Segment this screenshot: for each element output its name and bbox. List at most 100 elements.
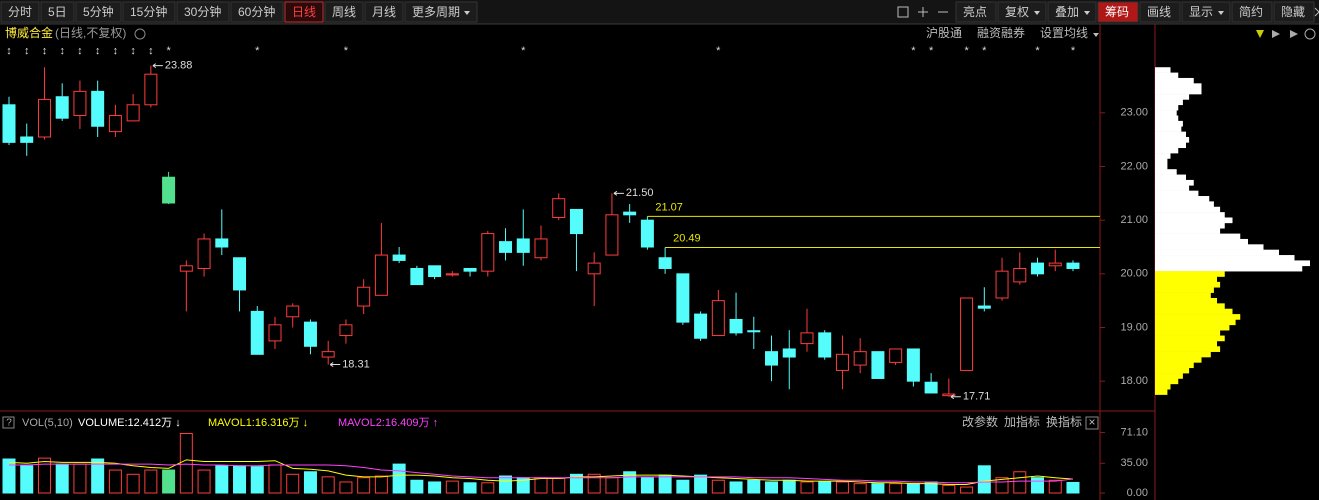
tool-label[interactable]: 画线 bbox=[1147, 5, 1171, 19]
volume-bar bbox=[374, 475, 388, 494]
volume-bar bbox=[162, 469, 176, 494]
period-button[interactable] bbox=[122, 1, 176, 23]
period-label[interactable]: 5日 bbox=[48, 5, 67, 19]
chip-bar bbox=[1155, 222, 1225, 229]
candle-body bbox=[126, 104, 140, 122]
help-label[interactable]: ? bbox=[6, 418, 12, 429]
period-button[interactable] bbox=[324, 1, 364, 23]
chip-bar bbox=[1155, 287, 1214, 293]
indicator-button[interactable]: 加指标 bbox=[1004, 414, 1040, 429]
event-marker[interactable]: * bbox=[344, 45, 349, 57]
chip-bar bbox=[1155, 190, 1199, 197]
candle-body bbox=[818, 332, 832, 358]
header-link[interactable]: 融资融券 bbox=[977, 25, 1025, 40]
volume-bar bbox=[818, 481, 832, 494]
settings-icon[interactable] bbox=[1304, 28, 1316, 40]
candle-body bbox=[587, 262, 601, 275]
period-button[interactable] bbox=[40, 1, 75, 23]
volume-bar bbox=[410, 479, 424, 494]
period-label[interactable]: 周线 bbox=[332, 5, 356, 19]
tool-label[interactable]: 叠加 bbox=[1055, 5, 1079, 19]
period-button[interactable] bbox=[230, 1, 284, 23]
tool-button[interactable] bbox=[955, 1, 997, 23]
tool-button[interactable] bbox=[1231, 1, 1273, 23]
tool-button[interactable] bbox=[1139, 1, 1181, 23]
tool-label[interactable]: 亮点 bbox=[963, 4, 987, 19]
chip-bar bbox=[1155, 174, 1186, 181]
event-marker[interactable]: * bbox=[911, 45, 916, 57]
volume-bar bbox=[1013, 471, 1027, 494]
candle-body bbox=[339, 324, 353, 337]
period-button[interactable] bbox=[404, 1, 478, 23]
close-label[interactable]: × bbox=[1088, 415, 1095, 429]
volume-bar bbox=[321, 476, 335, 494]
chip-bar bbox=[1155, 104, 1179, 111]
tool-label[interactable]: 隐藏 bbox=[1281, 5, 1305, 19]
chip-bar bbox=[1155, 260, 1310, 267]
chip-bar bbox=[1155, 77, 1194, 84]
y-tick-label: 23.00 bbox=[1120, 107, 1148, 119]
header-link[interactable]: 设置均线 bbox=[1040, 26, 1088, 40]
event-marker[interactable]: * bbox=[964, 45, 969, 57]
period-label[interactable]: 日线 bbox=[292, 5, 316, 19]
tool-button[interactable] bbox=[997, 1, 1047, 23]
chip-bar bbox=[1155, 163, 1168, 170]
settings-icon[interactable] bbox=[134, 28, 146, 40]
period-label[interactable]: 月线 bbox=[372, 5, 396, 19]
period-button[interactable] bbox=[176, 1, 230, 23]
tool-label[interactable]: 筹码 bbox=[1105, 5, 1129, 19]
event-marker[interactable]: * bbox=[1071, 45, 1076, 57]
candle-body bbox=[233, 257, 247, 291]
event-marker[interactable]: ↕ bbox=[6, 45, 12, 57]
period-label[interactable]: 30分钟 bbox=[184, 4, 221, 19]
period-button[interactable] bbox=[0, 1, 40, 23]
period-label[interactable]: 更多周期 bbox=[412, 5, 460, 19]
tool-button[interactable] bbox=[1273, 1, 1315, 23]
chip-panel-icons[interactable] bbox=[1256, 28, 1316, 40]
period-label[interactable]: 分时 bbox=[8, 5, 32, 19]
help-box[interactable] bbox=[2, 416, 15, 429]
tool-label[interactable]: 简约 bbox=[1239, 4, 1263, 19]
event-marker[interactable]: ↕ bbox=[77, 45, 83, 57]
period-label[interactable]: 60分钟 bbox=[238, 4, 275, 19]
event-marker[interactable]: * bbox=[982, 45, 987, 57]
event-marker[interactable]: * bbox=[166, 45, 171, 57]
period-button[interactable] bbox=[364, 1, 404, 23]
event-marker[interactable]: * bbox=[716, 45, 721, 57]
indicator-button[interactable]: 换指标 bbox=[1046, 414, 1082, 429]
period-label[interactable]: 5分钟 bbox=[83, 4, 114, 19]
event-marker[interactable]: ↕ bbox=[148, 45, 154, 57]
chip-bar bbox=[1155, 314, 1241, 320]
event-marker[interactable]: ↕ bbox=[24, 45, 30, 57]
event-marker[interactable]: * bbox=[1035, 45, 1040, 57]
chip-icon[interactable] bbox=[1256, 30, 1264, 38]
volume-bar bbox=[144, 469, 158, 494]
volume-bar bbox=[463, 482, 477, 494]
volume-bar bbox=[55, 463, 69, 494]
tool-label[interactable]: 复权 bbox=[1005, 5, 1029, 19]
candle-body bbox=[924, 381, 938, 394]
period-label[interactable]: 15分钟 bbox=[130, 4, 167, 19]
event-marker[interactable]: * bbox=[255, 45, 260, 57]
tool-button[interactable] bbox=[1097, 1, 1139, 23]
event-marker[interactable]: * bbox=[521, 45, 526, 57]
tool-button[interactable] bbox=[1181, 1, 1231, 23]
indicator-button[interactable]: 改参数 bbox=[962, 414, 998, 429]
tool-button[interactable] bbox=[1047, 1, 1097, 23]
chip-icon[interactable] bbox=[1272, 30, 1280, 38]
event-marker[interactable]: ↕ bbox=[113, 45, 119, 57]
period-button[interactable] bbox=[284, 1, 324, 23]
event-marker[interactable]: ↕ bbox=[95, 45, 101, 57]
candle-body bbox=[694, 313, 708, 339]
header-link[interactable]: 沪股通 bbox=[926, 26, 962, 40]
chip-bar bbox=[1155, 265, 1303, 272]
tool-label[interactable]: 显示 bbox=[1189, 5, 1213, 19]
event-marker[interactable]: ↕ bbox=[130, 45, 136, 57]
lock-icon[interactable] bbox=[897, 6, 909, 18]
period-button[interactable] bbox=[75, 1, 122, 23]
event-marker[interactable]: * bbox=[929, 45, 934, 57]
close-box[interactable] bbox=[1085, 416, 1099, 430]
chip-icon[interactable] bbox=[1290, 30, 1298, 38]
event-marker[interactable]: ↕ bbox=[42, 45, 48, 57]
event-marker[interactable]: ↕ bbox=[59, 45, 65, 57]
